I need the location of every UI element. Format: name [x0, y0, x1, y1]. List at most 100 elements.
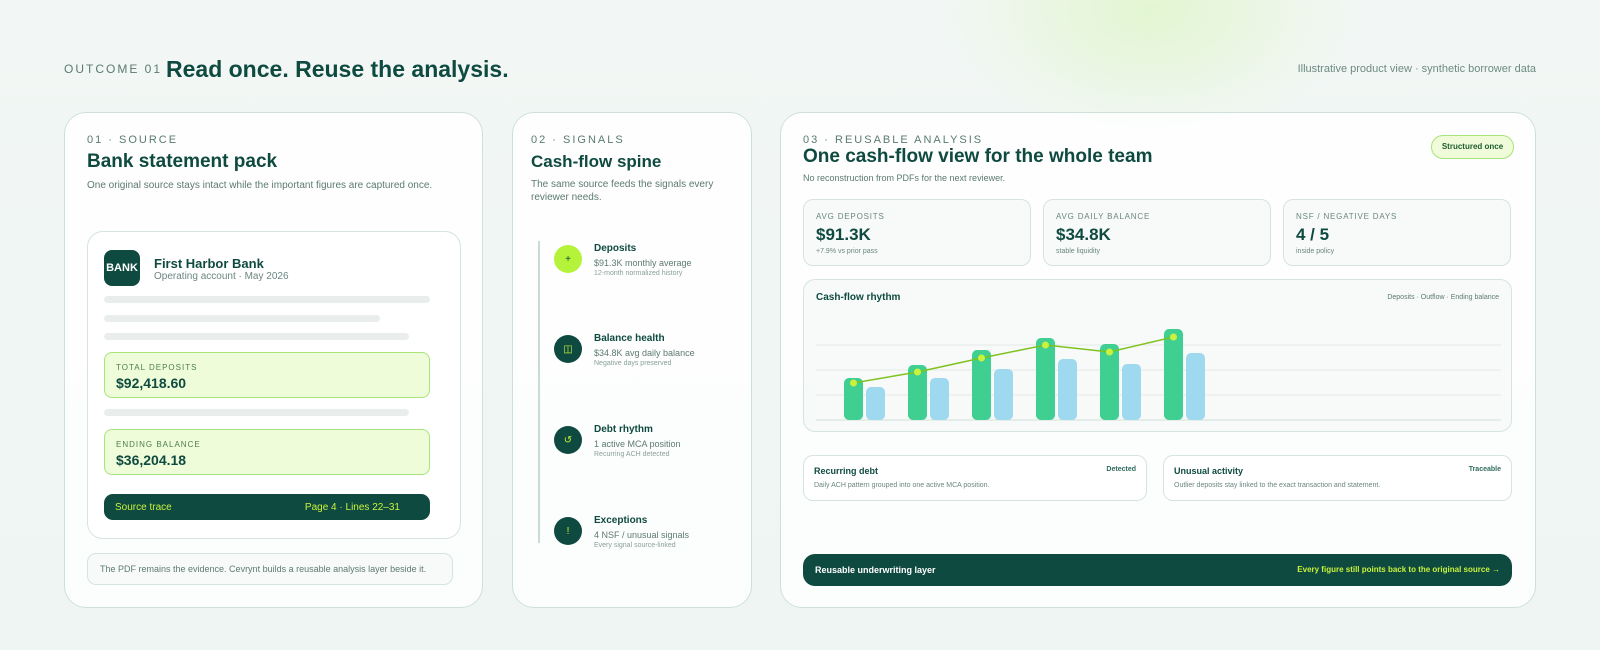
- chart-legend: Deposits · Outflow · Ending balance: [1387, 294, 1499, 301]
- signal-note: Negative days preserved: [594, 360, 672, 367]
- outflow-bar: [1058, 359, 1077, 420]
- chart-title: Cash-flow rhythm: [816, 292, 901, 303]
- deposit-bar: [844, 378, 863, 420]
- signal-title: Deposits: [594, 243, 637, 254]
- signal-subtitle: $91.3K monthly average: [594, 258, 692, 268]
- kpi-note: inside policy: [1296, 248, 1335, 255]
- insight-status: Detected: [1106, 466, 1136, 473]
- outflow-bar: [1186, 353, 1205, 420]
- ending-balance-label: ENDING BALANCE: [116, 440, 201, 449]
- ending-balance-point: [1106, 348, 1113, 356]
- balance-icon: ◫: [554, 335, 582, 363]
- spine-line: [538, 241, 540, 543]
- ending-balance-point: [1042, 341, 1049, 349]
- plus-icon: +: [554, 245, 582, 273]
- skeleton-line: [104, 333, 409, 340]
- insight-recurring-debt[interactable]: Recurring debt Detected Daily ACH patter…: [803, 455, 1147, 501]
- insight-desc: Outlier deposits stay linked to the exac…: [1174, 482, 1381, 489]
- ending-balance-point: [914, 368, 921, 376]
- underwriting-layer-bar[interactable]: Reusable underwriting layer Every figure…: [803, 554, 1512, 586]
- signal-note: Every signal source-linked: [594, 542, 676, 549]
- layer-label: Reusable underwriting layer: [815, 565, 936, 575]
- cash-flow-chart: Cash-flow rhythm Deposits · Outflow · En…: [803, 279, 1512, 432]
- outflow-bar: [930, 378, 949, 420]
- refresh-icon: ↺: [554, 426, 582, 454]
- alert-icon: !: [554, 517, 582, 545]
- ending-balance-highlight[interactable]: ENDING BALANCE $36,204.18: [104, 429, 430, 475]
- kpi-note: stable liquidity: [1056, 248, 1100, 255]
- statement-preview[interactable]: BANK First Harbor Bank Operating account…: [87, 231, 461, 539]
- page-title: Read once. Reuse the analysis.: [166, 56, 509, 82]
- signal-note: Recurring ACH detected: [594, 451, 670, 458]
- chart-plot: [816, 329, 1501, 421]
- insight-status: Traceable: [1468, 466, 1501, 473]
- structured-once-badge: Structured once: [1431, 135, 1514, 159]
- outcome-eyebrow: OUTCOME 01: [64, 62, 163, 76]
- signal-note: 12-month normalized history: [594, 270, 683, 277]
- ending-balance-point: [850, 379, 857, 387]
- ending-balance-line: [853, 336, 1174, 384]
- ending-balance-value: $36,204.18: [116, 452, 187, 468]
- skeleton-line: [104, 409, 409, 416]
- signal-title: Balance health: [594, 333, 665, 344]
- signal-subtitle: $34.8K avg daily balance: [594, 348, 695, 358]
- total-deposits-value: $92,418.60: [116, 375, 187, 391]
- account-subtitle: Operating account · May 2026: [154, 271, 289, 282]
- skeleton-line: [104, 296, 430, 303]
- insight-unusual-activity[interactable]: Unusual activity Traceable Outlier depos…: [1163, 455, 1512, 501]
- source-title: Bank statement pack: [87, 151, 278, 172]
- total-deposits-label: TOTAL DEPOSITS: [116, 363, 198, 372]
- kpi-label: AVG DAILY BALANCE: [1056, 212, 1151, 221]
- ending-balance-point: [1170, 333, 1177, 341]
- source-trace-label: Source trace: [115, 502, 172, 513]
- insight-title: Unusual activity: [1174, 466, 1244, 476]
- analysis-card: 03 · REUSABLE ANALYSIS One cash-flow vie…: [780, 112, 1536, 608]
- source-trace-bar[interactable]: Source trace Page 4 · Lines 22–31: [104, 494, 430, 520]
- deposit-bar: [1036, 338, 1055, 420]
- outflow-bar: [994, 369, 1013, 420]
- kpi-avg-daily-balance[interactable]: AVG DAILY BALANCE $34.8K stable liquidit…: [1043, 199, 1271, 266]
- kpi-label: NSF / NEGATIVE DAYS: [1296, 212, 1398, 221]
- deposit-bar: [908, 365, 927, 420]
- skeleton-line: [104, 315, 380, 322]
- signal-debt-rhythm[interactable]: ↺ Debt rhythm 1 active MCA position Recu…: [554, 424, 734, 464]
- total-deposits-highlight[interactable]: TOTAL DEPOSITS $92,418.60: [104, 352, 430, 398]
- source-desc: One original source stays intact while t…: [87, 180, 433, 191]
- kpi-value: $91.3K: [816, 225, 871, 244]
- source-trace-reference: Page 4 · Lines 22–31: [304, 502, 400, 513]
- signals-title: Cash-flow spine: [531, 152, 662, 171]
- signal-subtitle: 1 active MCA position: [594, 439, 681, 449]
- signals-section-label: 02 · SIGNALS: [531, 134, 625, 146]
- signal-exceptions[interactable]: ! Exceptions 4 NSF / unusual signals Eve…: [554, 515, 734, 555]
- insight-desc: Daily ACH pattern grouped into one activ…: [814, 482, 990, 489]
- source-card: 01 · SOURCE Bank statement pack One orig…: [64, 112, 483, 608]
- kpi-label: AVG DEPOSITS: [816, 212, 885, 221]
- signal-deposits[interactable]: + Deposits $91.3K monthly average 12-mon…: [554, 243, 734, 283]
- signal-subtitle: 4 NSF / unusual signals: [594, 530, 690, 540]
- kpi-nsf-negative-days[interactable]: NSF / NEGATIVE DAYS 4 / 5 inside policy: [1283, 199, 1511, 266]
- deposit-bar: [972, 350, 991, 420]
- signal-title: Debt rhythm: [594, 424, 653, 435]
- analysis-title: One cash-flow view for the whole team: [803, 146, 1153, 167]
- outflow-bar: [866, 387, 885, 420]
- kpi-note: +7.9% vs prior pass: [816, 248, 878, 255]
- kpi-value: $34.8K: [1056, 225, 1111, 244]
- source-section-label: 01 · SOURCE: [87, 134, 179, 146]
- layer-note: Every figure still points back to the or…: [1297, 565, 1500, 574]
- kpi-avg-deposits[interactable]: AVG DEPOSITS $91.3K +7.9% vs prior pass: [803, 199, 1031, 266]
- deposit-bar: [1100, 344, 1119, 420]
- outflow-bar: [1122, 364, 1141, 420]
- bank-name: First Harbor Bank: [154, 256, 264, 271]
- analysis-desc: No reconstruction from PDFs for the next…: [803, 173, 1006, 183]
- signals-card: 02 · SIGNALS Cash-flow spine The same so…: [512, 112, 752, 608]
- insight-title: Recurring debt: [814, 466, 879, 476]
- page-header: OUTCOME 01 Read once. Reuse the analysis…: [64, 56, 1536, 86]
- header-note: Illustrative product view · synthetic bo…: [1297, 63, 1536, 75]
- signals-desc: The same source feeds the signals every …: [531, 179, 714, 203]
- ending-balance-point: [978, 354, 985, 362]
- deposit-bar: [1164, 329, 1183, 420]
- analysis-section-label: 03 · REUSABLE ANALYSIS: [803, 134, 984, 146]
- evidence-note: The PDF remains the evidence. Cevrynt bu…: [87, 553, 453, 585]
- bank-logo: BANK: [104, 250, 140, 286]
- signal-balance-health[interactable]: ◫ Balance health $34.8K avg daily balanc…: [554, 333, 734, 373]
